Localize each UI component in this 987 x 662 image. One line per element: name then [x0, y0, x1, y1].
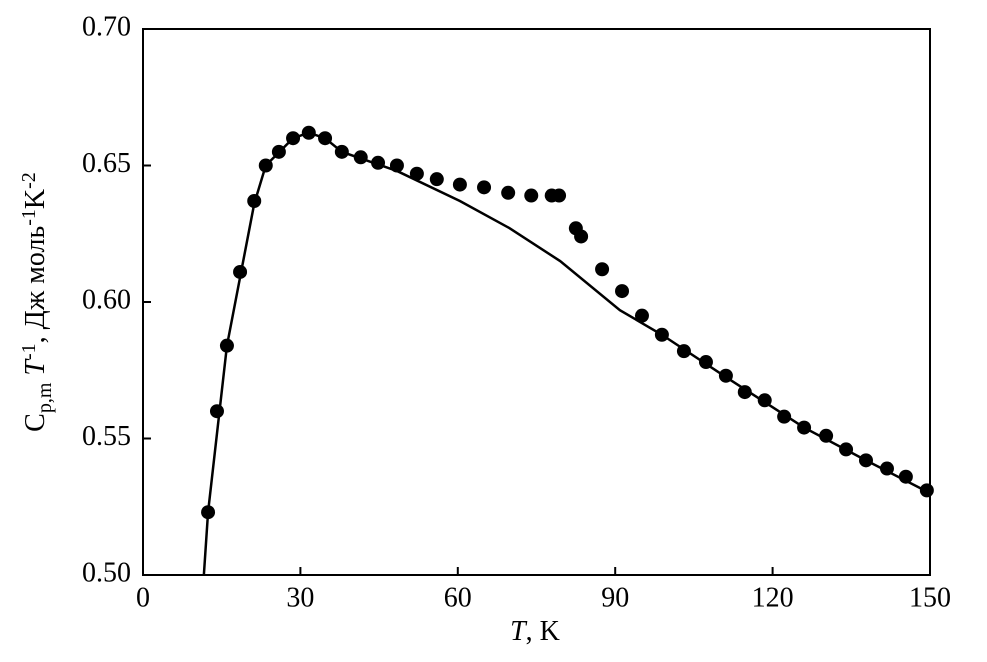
data-point	[318, 131, 333, 146]
y-label-part: T	[20, 358, 51, 383]
y-label-part: p,m	[34, 382, 56, 413]
data-point	[201, 505, 216, 520]
data-point	[524, 188, 539, 203]
x-tick-label: 150	[909, 582, 951, 613]
plot-frame	[142, 28, 931, 576]
data-point	[501, 185, 516, 200]
data-point	[271, 144, 286, 159]
x-tick-label: 120	[752, 582, 794, 613]
y-tick-label: 0.50	[82, 557, 131, 588]
data-point	[777, 409, 792, 424]
y-label-part: -1	[18, 209, 40, 226]
y-tick-label: 0.60	[82, 284, 131, 315]
y-label-part: K	[20, 189, 51, 209]
data-point	[233, 264, 248, 279]
data-point	[574, 229, 589, 244]
y-tick-label: 0.55	[82, 421, 131, 452]
data-point	[676, 344, 691, 359]
data-point	[477, 180, 492, 195]
data-point	[334, 144, 349, 159]
x-label-part: T	[510, 616, 528, 647]
x-tick-label: 60	[444, 582, 472, 613]
data-point	[757, 393, 772, 408]
data-point	[429, 172, 444, 187]
data-point	[718, 368, 733, 383]
x-tick-label: 90	[601, 582, 629, 613]
data-point	[452, 177, 467, 192]
data-point	[898, 469, 913, 484]
y-tick-label: 0.65	[82, 148, 131, 179]
data-point	[654, 327, 669, 342]
y-label-part: , Дж моль	[20, 226, 51, 344]
data-point	[737, 385, 752, 400]
data-point	[371, 155, 386, 170]
data-point	[595, 262, 610, 277]
data-point	[286, 131, 301, 146]
data-point	[858, 453, 873, 468]
y-label-part: C	[20, 413, 51, 432]
data-point	[919, 483, 934, 498]
data-point	[552, 188, 567, 203]
data-point	[634, 308, 649, 323]
model-curve	[202, 131, 931, 576]
data-point	[839, 442, 854, 457]
y-axis-label: Cp,m T-1, Дж моль-1K-2	[18, 172, 56, 432]
data-point	[353, 150, 368, 165]
y-label-part: -1	[18, 343, 40, 360]
x-axis-label: T, K	[510, 616, 560, 647]
data-point	[301, 125, 316, 140]
data-point	[258, 158, 273, 173]
data-point	[219, 338, 234, 353]
data-point	[209, 404, 224, 419]
data-point	[879, 461, 894, 476]
x-tick-label: 30	[286, 582, 314, 613]
data-point	[698, 355, 713, 370]
y-label-part: -2	[18, 172, 40, 189]
data-point	[819, 428, 834, 443]
x-label-part: , K	[526, 616, 560, 647]
data-point	[615, 284, 630, 299]
data-point	[389, 158, 404, 173]
data-point	[247, 193, 262, 208]
data-point	[797, 420, 812, 435]
x-tick-label: 0	[136, 582, 150, 613]
data-point	[409, 166, 424, 181]
y-tick-label: 0.70	[82, 11, 131, 42]
